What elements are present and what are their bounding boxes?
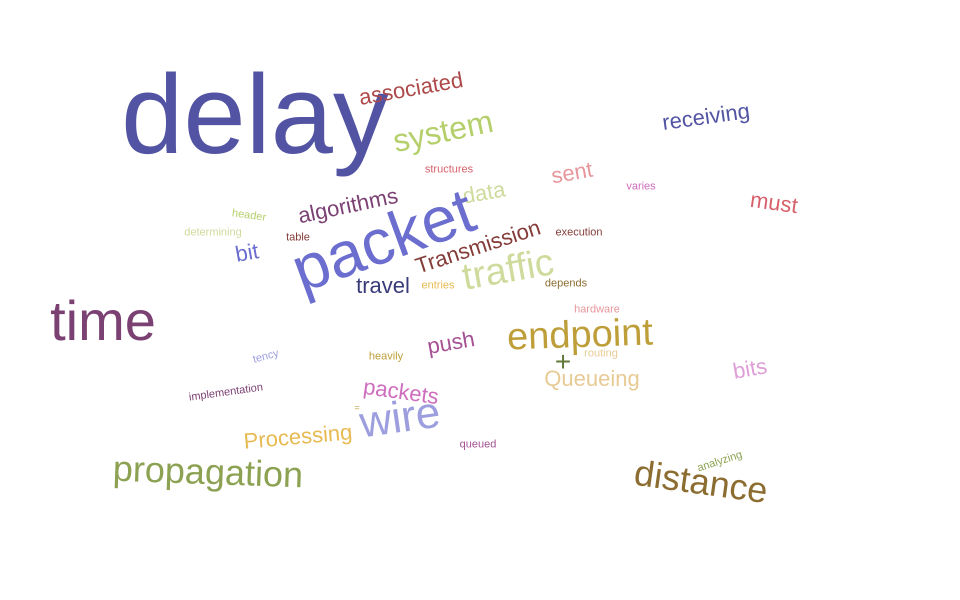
word-queued: queued [459, 438, 497, 451]
word-receiving: receiving [660, 97, 752, 136]
word-implementation: implementation [188, 381, 264, 404]
word-depends: depends [544, 277, 588, 290]
word-determining: determining [184, 226, 242, 239]
word-plus: + [554, 346, 572, 377]
word-propagation: propagation [112, 447, 304, 496]
word-endpoint: endpoint [506, 311, 654, 359]
word-must: must [748, 186, 800, 219]
word-bit: bit [233, 238, 261, 267]
word-header: header [231, 207, 267, 224]
word-wire: wire [356, 387, 444, 448]
word-structures: structures [424, 163, 474, 176]
word-varies: varies [626, 180, 656, 193]
word-equals: = [354, 402, 360, 413]
word-queueing: Queueing [544, 366, 640, 391]
word-bits: bits [730, 353, 769, 384]
word-time: time [50, 289, 156, 352]
word-tency: tency [251, 347, 281, 366]
word-system: system [389, 102, 497, 160]
word-routing: routing [584, 347, 618, 360]
word-distance: distance [631, 451, 771, 512]
word-sent: sent [549, 156, 595, 189]
word-processing: Processing [242, 419, 354, 454]
word-hardware: hardware [574, 303, 620, 316]
word-push: push [425, 326, 477, 359]
word-table: table [286, 231, 310, 244]
word-heavily: heavily [368, 350, 404, 363]
word-travel: travel [356, 273, 410, 298]
word-execution: execution [555, 226, 603, 239]
word-delay: delay [121, 52, 389, 177]
word-entries: entries [421, 279, 455, 292]
